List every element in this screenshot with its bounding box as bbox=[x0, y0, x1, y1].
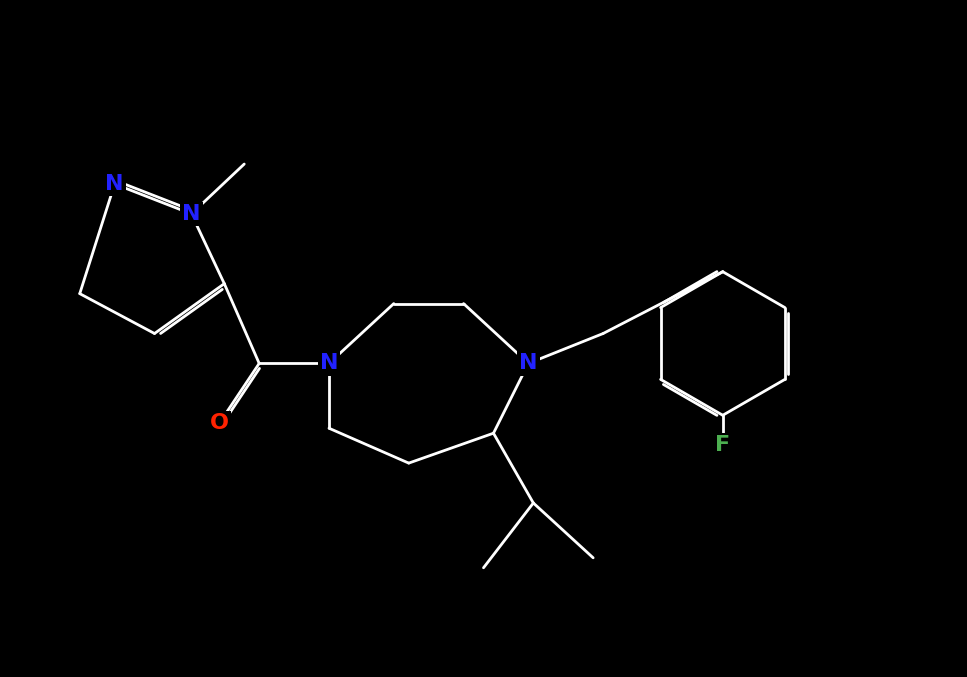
Text: N: N bbox=[182, 204, 201, 224]
Text: O: O bbox=[210, 413, 229, 433]
Text: F: F bbox=[716, 435, 730, 455]
Text: N: N bbox=[519, 353, 538, 374]
Text: N: N bbox=[105, 174, 124, 194]
Text: N: N bbox=[320, 353, 338, 374]
